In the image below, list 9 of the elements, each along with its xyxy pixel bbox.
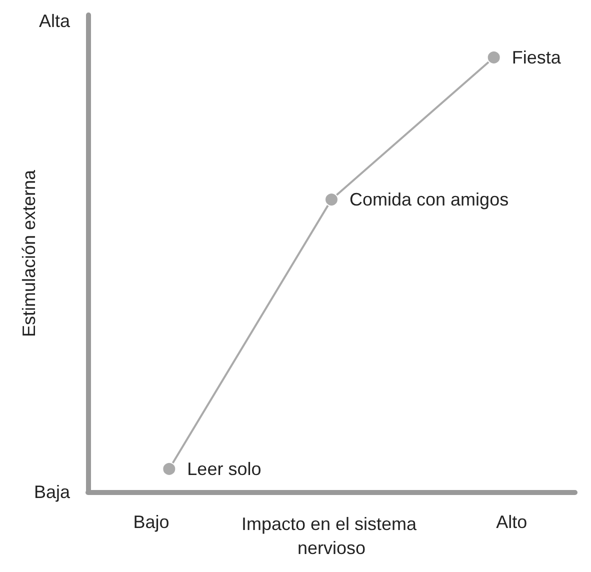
annotation: Comida con amigos [350,190,509,210]
y-axis-title: Estimulación externa [19,168,39,338]
text: Baja [34,482,71,502]
annotation: Leer solo [187,458,262,479]
text: Alta [38,11,71,31]
x-axis-title: Impacto en el sistema nervioso [241,514,422,558]
annotation: Fiesta [512,47,562,68]
text: Bajo [133,512,170,532]
text: Alto [496,512,528,532]
